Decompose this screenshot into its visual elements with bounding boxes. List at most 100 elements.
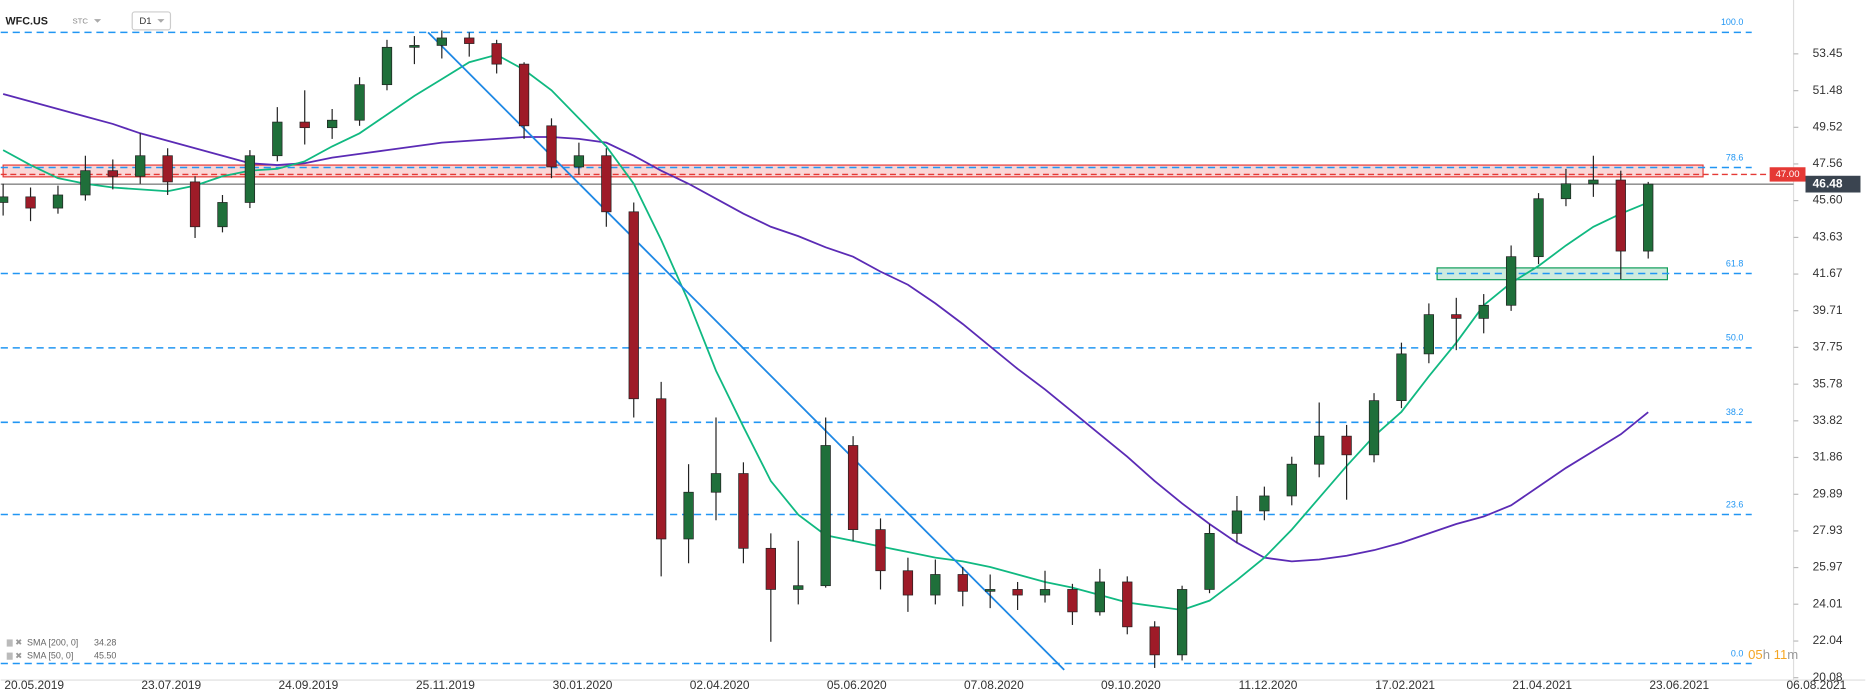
dropdown-arrow[interactable] [93, 19, 102, 23]
y-tick-label: 39.71 [1813, 303, 1843, 317]
candle-body [1588, 179, 1599, 185]
legend-name: SMA [50, 0] [27, 651, 73, 661]
x-tick-label: 21.04.2021 [1512, 678, 1572, 692]
candle-body [1176, 589, 1188, 656]
candle-body [1286, 463, 1297, 497]
candle-body [1560, 183, 1572, 200]
price-box [1805, 175, 1861, 193]
x-tick-label: 11.12.2020 [1239, 678, 1298, 692]
candle-body [793, 585, 804, 590]
candle-body [272, 121, 283, 157]
candle-body [1067, 589, 1078, 613]
symbol: WFC.US [6, 15, 48, 27]
candle-body [930, 574, 941, 596]
x-tick-label: 09.10.2020 [1101, 678, 1161, 692]
candle-body [1259, 495, 1270, 512]
candle-body [628, 211, 639, 400]
sma-line [2, 93, 1649, 563]
y-tick-label: 37.75 [1813, 340, 1843, 354]
y-tick-label: 33.82 [1813, 413, 1843, 427]
countdown-hours: 05 [1748, 648, 1763, 663]
candle-body [1368, 400, 1380, 456]
x-tick-label: 20.05.2019 [4, 678, 64, 692]
legend-name: SMA [200, 0] [27, 637, 78, 647]
candle-body [683, 491, 694, 540]
candle-body [80, 170, 91, 196]
timeframe-box[interactable] [131, 11, 172, 31]
fib-label: 23.6 [1726, 499, 1743, 509]
y-tick-label: 41.67 [1813, 266, 1843, 280]
fib-label: 78.6 [1726, 152, 1743, 162]
y-tick-label: 47.56 [1813, 156, 1843, 170]
candle-body [1451, 314, 1462, 319]
candle-body [25, 196, 36, 209]
candle-body [1615, 179, 1626, 252]
candle-body [464, 37, 475, 44]
candle-body [847, 445, 859, 530]
source: STC [72, 17, 88, 26]
candle-body [1231, 510, 1243, 534]
legend-close: ✖ [15, 637, 22, 647]
y-tick-label: 49.52 [1813, 119, 1843, 133]
y-tick-label: 22.04 [1813, 633, 1843, 647]
y-tick-label: 35.78 [1813, 376, 1843, 390]
x-tick-label: 25.11.2019 [416, 678, 475, 692]
candle-body [162, 155, 173, 183]
legend-icon [6, 639, 13, 647]
y-tick-label: 25.97 [1813, 560, 1843, 574]
candle-body [327, 119, 338, 129]
candle-body [601, 155, 612, 213]
candle-body [518, 63, 530, 127]
countdown-minutes: 11 [1774, 648, 1788, 663]
countdown: 05h 11m [1748, 648, 1798, 663]
candle-body [1122, 581, 1133, 628]
y-tick-label: 20.08 [1813, 670, 1843, 684]
fib-label: 50.0 [1726, 333, 1743, 343]
y-tick-label: 43.63 [1813, 230, 1843, 244]
fib-label: 61.8 [1726, 258, 1743, 268]
candle-body [1314, 435, 1325, 465]
countdown-unit: m [1787, 648, 1798, 663]
x-tick-label: 17.02.2021 [1375, 678, 1435, 692]
candle-body [738, 473, 749, 549]
candle-body [189, 181, 201, 228]
candle-body [1643, 183, 1654, 252]
candle-body [1533, 198, 1544, 258]
fib-label: 100.0 [1721, 17, 1743, 27]
candle-body [491, 43, 502, 65]
x-tick-label: 06.08.2021 [1787, 678, 1847, 692]
candle-body [0, 196, 9, 203]
candle-body [1204, 533, 1215, 590]
candle-body [52, 194, 64, 209]
candle-body [409, 45, 420, 48]
candle-body [820, 445, 831, 587]
candle-body [985, 589, 996, 592]
candle-body [354, 84, 365, 121]
candle-body [1396, 353, 1407, 401]
y-tick-label: 24.01 [1813, 596, 1843, 610]
fib-label: 0.0 [1731, 648, 1743, 658]
dropdown-arrow [157, 19, 165, 23]
candle-body [299, 121, 310, 129]
candle-body [244, 155, 256, 203]
y-tick-label: 31.86 [1813, 450, 1843, 464]
candle-body [1423, 314, 1435, 355]
fib-label: 38.2 [1726, 407, 1743, 417]
current-price-label: 46.48 [1813, 176, 1843, 190]
candle-body [1149, 626, 1160, 656]
x-tick-label: 23.06.2021 [1649, 678, 1709, 692]
candle-body [1012, 589, 1023, 596]
candle-body [1341, 435, 1352, 456]
legend-icon [6, 652, 13, 660]
zone [2, 164, 1704, 178]
candle-body [902, 570, 914, 596]
candle-body [875, 529, 886, 572]
y-tick-label: 53.45 [1813, 46, 1843, 60]
legend-close: ✖ [15, 650, 22, 660]
candle-body [217, 202, 228, 228]
candle-body [381, 46, 393, 86]
candle-body [710, 473, 722, 493]
